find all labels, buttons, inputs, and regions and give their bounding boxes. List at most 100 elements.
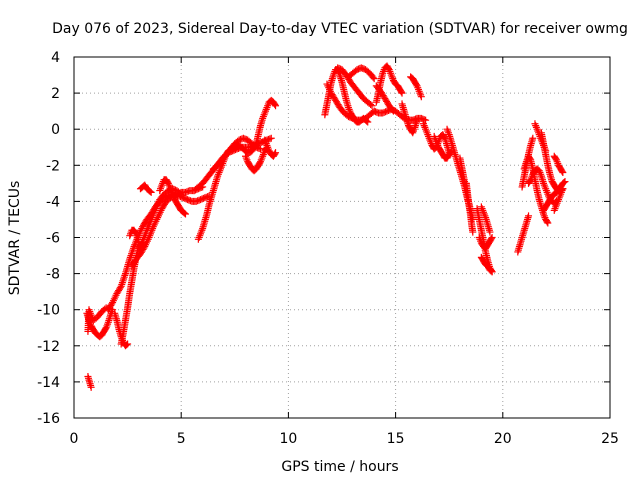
data-point (559, 185, 567, 193)
series-seg-midday-e (242, 143, 271, 175)
data-point (552, 155, 560, 163)
data-point (420, 116, 428, 124)
data-point (412, 81, 420, 89)
data-point (131, 229, 139, 237)
data-point (123, 341, 131, 349)
series-seg-morning-e (128, 192, 213, 270)
series-seg-morning-f (126, 226, 144, 254)
data-point (440, 133, 448, 141)
data-point (121, 271, 129, 279)
series-seg-morning-a (83, 304, 117, 341)
y-tick-label: -6 (46, 231, 60, 247)
data-point (120, 275, 128, 283)
series-seg-midday-a (156, 176, 189, 218)
data-point (146, 187, 154, 195)
series-seg-night-i (550, 185, 567, 214)
y-tick-label: 4 (51, 50, 60, 66)
series-seg-evening-i (477, 253, 496, 276)
series-seg-night-g (540, 178, 569, 214)
data-point (256, 159, 264, 167)
y-tick-label: 2 (51, 86, 60, 102)
data-point (364, 118, 372, 126)
series-seg-midday-d (209, 134, 265, 173)
data-point (255, 144, 263, 152)
data-point (136, 246, 144, 254)
series-seg-afternoon-c (334, 64, 376, 110)
data-point (257, 145, 265, 153)
y-tick-label: -10 (37, 303, 60, 319)
data-point (384, 64, 392, 72)
series-seg-evening-h (477, 203, 494, 236)
data-point (469, 228, 477, 236)
data-point (272, 149, 280, 157)
x-tick-label: 15 (387, 431, 405, 447)
series-seg-night-a (514, 212, 533, 256)
data-point (369, 73, 377, 81)
x-tick-label: 5 (177, 431, 186, 447)
series-seg-night-h (550, 152, 567, 177)
series-seg-afternoon-g (372, 82, 397, 115)
data-point (526, 155, 534, 163)
y-tick-label: -8 (46, 267, 60, 283)
data-point (181, 210, 189, 218)
series-seg-afternoon-i (407, 73, 425, 101)
data-point (108, 300, 116, 308)
y-tick-label: -2 (46, 158, 60, 174)
x-tick-label: 0 (70, 431, 79, 447)
data-point (559, 169, 567, 177)
data-point (397, 88, 405, 96)
series-seg-morning-d (111, 309, 132, 350)
data-point (120, 273, 128, 281)
data-point (101, 325, 109, 333)
data-points (83, 62, 569, 391)
data-point (87, 383, 95, 391)
series-seg-evening-e (462, 179, 477, 236)
data-point (417, 93, 425, 101)
data-point (525, 212, 533, 220)
x-tick-label: 25 (601, 431, 619, 447)
data-point (487, 267, 495, 275)
data-point (271, 101, 279, 109)
y-tick-label: -4 (46, 194, 60, 210)
data-point (560, 178, 568, 186)
chart-title: Day 076 of 2023, Sidereal Day-to-day VTE… (52, 21, 628, 37)
data-point (124, 340, 132, 348)
x-tick-label: 10 (279, 431, 297, 447)
data-point (367, 101, 375, 109)
series-seg-afternoon-f (370, 105, 430, 124)
data-point (180, 209, 188, 217)
series-seg-early (84, 372, 95, 391)
series-seg-midday-f (252, 96, 280, 148)
x-tick-label: 20 (494, 431, 512, 447)
y-tick-label: -12 (37, 339, 60, 355)
data-point (561, 178, 569, 186)
axis-ticks (73, 56, 611, 419)
y-tick-label: -14 (37, 375, 60, 391)
series-seg-afternoon-d (344, 64, 378, 83)
data-point (164, 178, 172, 186)
y-tick-label: 0 (51, 122, 60, 138)
data-point (398, 89, 406, 97)
data-point (267, 134, 275, 142)
data-point (204, 193, 212, 201)
series-seg-evening-g (475, 234, 496, 252)
data-point (84, 327, 92, 335)
series-seg-morning-g (136, 181, 155, 196)
series-seg-afternoon-h (398, 100, 421, 137)
series-seg-afternoon-b (323, 80, 378, 124)
data-point (368, 102, 376, 110)
y-axis-label: SDTVAR / TECUs (7, 181, 23, 296)
series-seg-midday-g (261, 136, 280, 160)
data-point (487, 235, 495, 243)
x-axis-label: GPS time / hours (281, 459, 398, 475)
data-point (370, 75, 378, 83)
data-point (526, 177, 534, 185)
data-point (413, 116, 421, 124)
data-point (544, 219, 552, 227)
data-point (272, 102, 280, 110)
data-point (147, 188, 155, 196)
data-point (388, 106, 396, 114)
data-point (529, 134, 537, 142)
data-point (119, 277, 127, 285)
